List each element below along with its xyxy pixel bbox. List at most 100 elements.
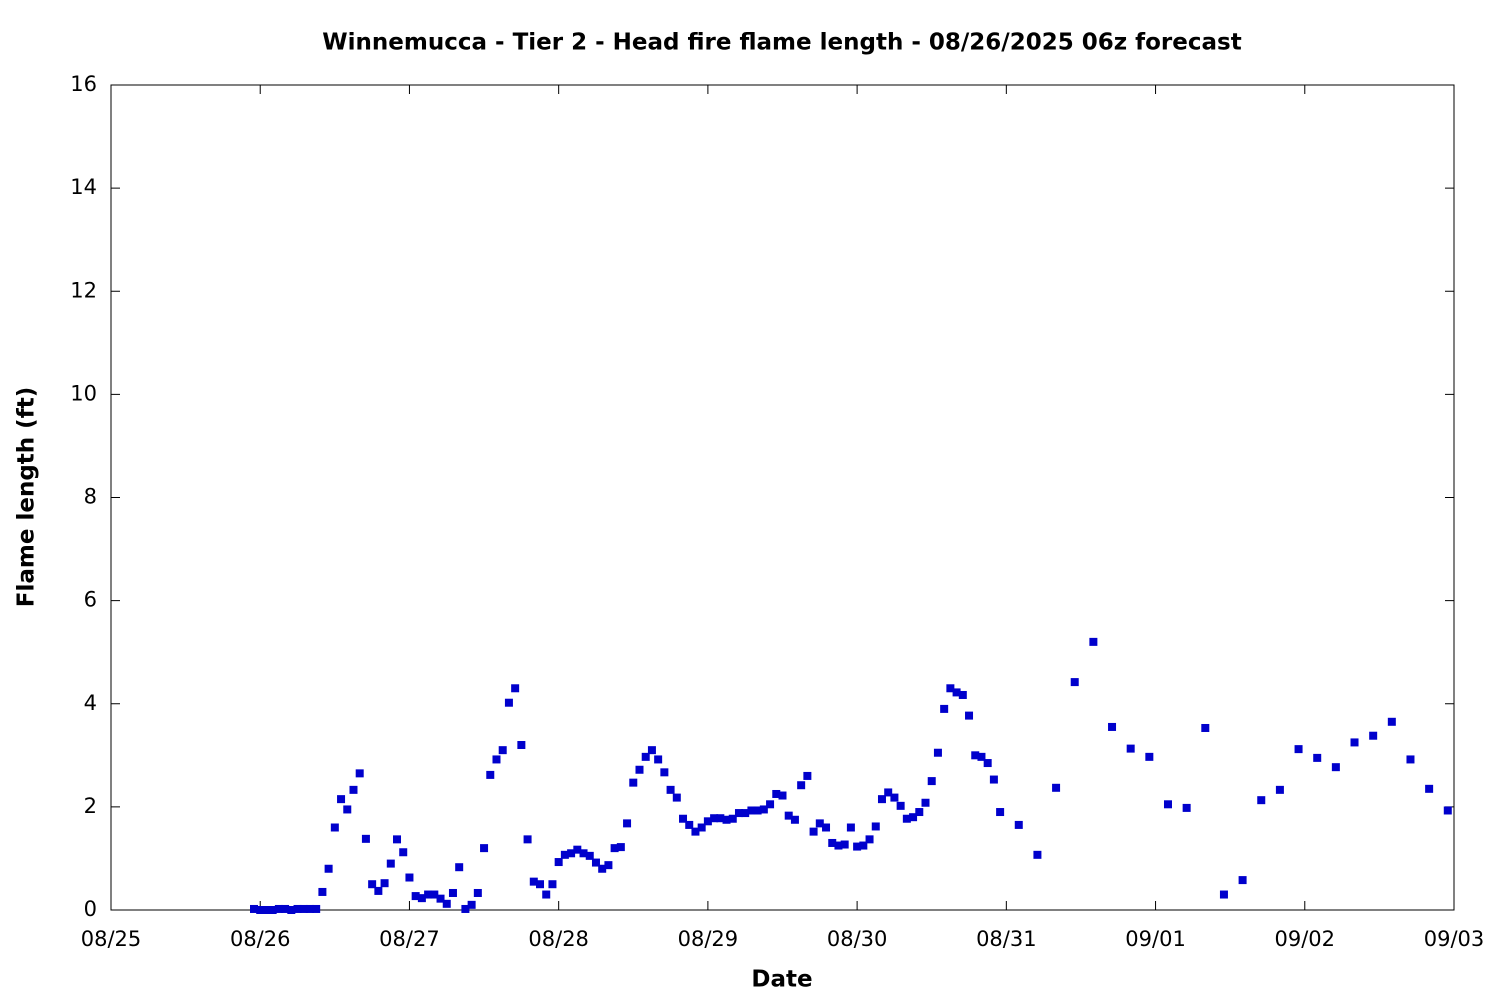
point [871, 822, 880, 831]
point [1052, 783, 1061, 792]
x-tick-label: 08/25 [81, 927, 142, 951]
point [679, 814, 688, 823]
y-tick-label: 4 [84, 691, 97, 715]
point [797, 781, 806, 790]
point [1126, 744, 1135, 753]
point [1294, 745, 1303, 754]
point [287, 906, 296, 914]
y-tick-label: 16 [70, 72, 97, 96]
x-tick-label: 08/28 [528, 927, 589, 951]
point [312, 904, 321, 913]
x-tick-label: 08/29 [678, 927, 739, 951]
point [567, 849, 576, 858]
point [890, 793, 899, 802]
point [710, 814, 719, 823]
point [654, 755, 663, 764]
point [480, 844, 489, 853]
point [573, 845, 582, 854]
point [1182, 803, 1191, 812]
x-tick-label: 08/31 [976, 927, 1037, 951]
point [741, 809, 750, 818]
point [256, 906, 265, 914]
point [877, 795, 886, 804]
point [660, 768, 669, 777]
point [591, 858, 600, 867]
point [1145, 752, 1154, 761]
point [996, 808, 1005, 817]
x-axis-label: Date [751, 967, 812, 993]
point [492, 755, 501, 764]
point [511, 684, 520, 693]
point [915, 808, 924, 817]
point [971, 751, 980, 760]
point [921, 798, 930, 807]
point [523, 835, 532, 844]
point [330, 823, 339, 832]
x-tick-label: 08/26 [230, 927, 291, 951]
point [1014, 820, 1023, 829]
point [1443, 806, 1452, 815]
point [629, 778, 638, 787]
point [324, 864, 333, 873]
point [455, 863, 464, 872]
x-tick-label: 09/03 [1424, 927, 1485, 951]
point [1425, 784, 1434, 793]
point [448, 888, 457, 897]
point [772, 789, 781, 798]
point [1238, 876, 1247, 885]
point [250, 904, 259, 913]
point [604, 861, 613, 870]
point [965, 711, 974, 720]
point [262, 906, 271, 914]
y-tick-label: 12 [70, 278, 97, 302]
x-tick-label: 09/01 [1125, 927, 1186, 951]
point [1406, 755, 1415, 764]
point [927, 777, 936, 786]
point [536, 880, 545, 889]
point [560, 850, 569, 859]
point [989, 775, 998, 784]
point [803, 771, 812, 780]
point [610, 844, 619, 853]
point [399, 848, 408, 857]
point [952, 688, 961, 697]
point [293, 904, 302, 913]
point [753, 806, 762, 815]
point [343, 805, 352, 814]
point [809, 827, 818, 836]
point [703, 817, 712, 826]
point [1089, 637, 1098, 646]
point [1219, 890, 1228, 899]
point [368, 880, 377, 889]
point [853, 842, 862, 851]
point [1257, 796, 1266, 805]
point [349, 785, 358, 794]
point [983, 759, 992, 768]
point [691, 827, 700, 836]
point [337, 795, 346, 804]
point [623, 819, 632, 828]
point [822, 823, 831, 832]
point [815, 819, 824, 828]
point [1331, 763, 1340, 772]
y-tick-label: 14 [70, 175, 97, 199]
point [504, 698, 513, 707]
point [884, 788, 893, 797]
point [958, 690, 967, 699]
point [902, 814, 911, 823]
point [859, 841, 868, 850]
point [268, 906, 277, 914]
point [554, 858, 563, 867]
point [946, 684, 955, 693]
point [467, 900, 476, 909]
point [598, 864, 607, 873]
point [548, 880, 557, 889]
point [896, 801, 905, 810]
point [666, 785, 675, 794]
point [1070, 678, 1079, 687]
point [1201, 723, 1210, 732]
point [380, 879, 389, 888]
y-tick-label: 8 [84, 485, 97, 509]
point [585, 851, 594, 860]
